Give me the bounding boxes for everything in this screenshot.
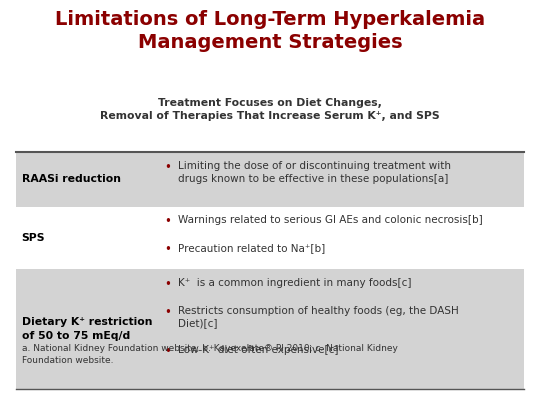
Text: •: • [165,161,172,174]
Text: RAASi reduction: RAASi reduction [22,174,120,184]
Text: Warnings related to serious GI AEs and colonic necrosis[b]: Warnings related to serious GI AEs and c… [178,215,483,226]
Bar [16,207,524,269]
Text: Precaution related to Na⁺[b]: Precaution related to Na⁺[b] [178,243,326,253]
Text: Dietary K⁺ restriction
of 50 to 75 mEq/d: Dietary K⁺ restriction of 50 to 75 mEq/d [22,318,152,341]
Text: Restricts consumption of healthy foods (eg, the DASH
Diet)[c]: Restricts consumption of healthy foods (… [178,306,459,328]
Text: K⁺  is a common ingredient in many foods[c]: K⁺ is a common ingredient in many foods[… [178,278,411,288]
Text: a. National Kidney Foundation website; b. Kayexelate® PI 2010; c. National Kidne: a. National Kidney Foundation website; b… [22,344,397,365]
Text: SPS: SPS [22,233,45,243]
Text: •: • [165,215,172,228]
Text: Limiting the dose of or discontinuing treatment with
drugs known to be effective: Limiting the dose of or discontinuing tr… [178,161,451,184]
Text: Low-K⁺ diet often expensive[c]: Low-K⁺ diet often expensive[c] [178,345,339,356]
Text: •: • [165,306,172,319]
Bar [16,269,524,389]
Bar [16,152,524,207]
Text: •: • [165,345,172,358]
Text: •: • [165,278,172,291]
Text: •: • [165,243,172,256]
Text: Limitations of Long-Term Hyperkalemia
Management Strategies: Limitations of Long-Term Hyperkalemia Ma… [55,10,485,52]
Text: Treatment Focuses on Diet Changes,
Removal of Therapies That Increase Serum K⁺, : Treatment Focuses on Diet Changes, Remov… [100,98,440,121]
